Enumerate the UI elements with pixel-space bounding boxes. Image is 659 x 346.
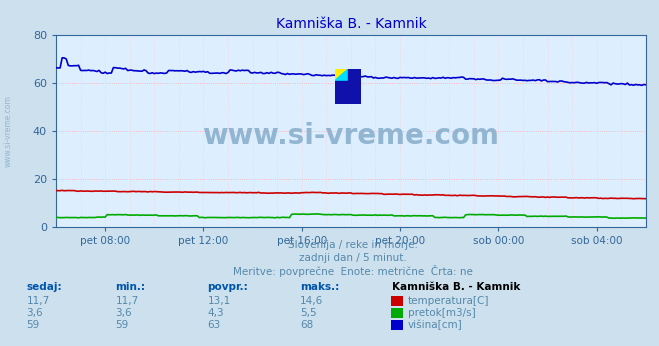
Text: 4,3: 4,3 <box>208 308 224 318</box>
Text: Kamniška B. - Kamnik: Kamniška B. - Kamnik <box>392 282 521 292</box>
Title: Kamniška B. - Kamnik: Kamniška B. - Kamnik <box>275 17 426 31</box>
Text: zadnji dan / 5 minut.: zadnji dan / 5 minut. <box>299 253 407 263</box>
Text: 11,7: 11,7 <box>115 296 138 306</box>
Text: sedaj:: sedaj: <box>26 282 62 292</box>
Text: Meritve: povprečne  Enote: metrične  Črta: ne: Meritve: povprečne Enote: metrične Črta:… <box>233 265 473 277</box>
Text: pretok[m3/s]: pretok[m3/s] <box>408 308 476 318</box>
Text: 59: 59 <box>26 320 40 330</box>
Text: min.:: min.: <box>115 282 146 292</box>
Text: 63: 63 <box>208 320 221 330</box>
Text: 3,6: 3,6 <box>115 308 132 318</box>
Text: 13,1: 13,1 <box>208 296 231 306</box>
Text: 14,6: 14,6 <box>300 296 323 306</box>
Text: www.si-vreme.com: www.si-vreme.com <box>4 95 13 167</box>
Text: 11,7: 11,7 <box>26 296 49 306</box>
Text: maks.:: maks.: <box>300 282 339 292</box>
Text: 68: 68 <box>300 320 313 330</box>
Text: 59: 59 <box>115 320 129 330</box>
Text: Slovenija / reke in morje.: Slovenija / reke in morje. <box>287 240 418 251</box>
Text: 3,6: 3,6 <box>26 308 43 318</box>
Text: višina[cm]: višina[cm] <box>408 320 463 330</box>
Text: 5,5: 5,5 <box>300 308 316 318</box>
Text: www.si-vreme.com: www.si-vreme.com <box>202 122 500 151</box>
Text: povpr.:: povpr.: <box>208 282 248 292</box>
Text: temperatura[C]: temperatura[C] <box>408 296 490 306</box>
